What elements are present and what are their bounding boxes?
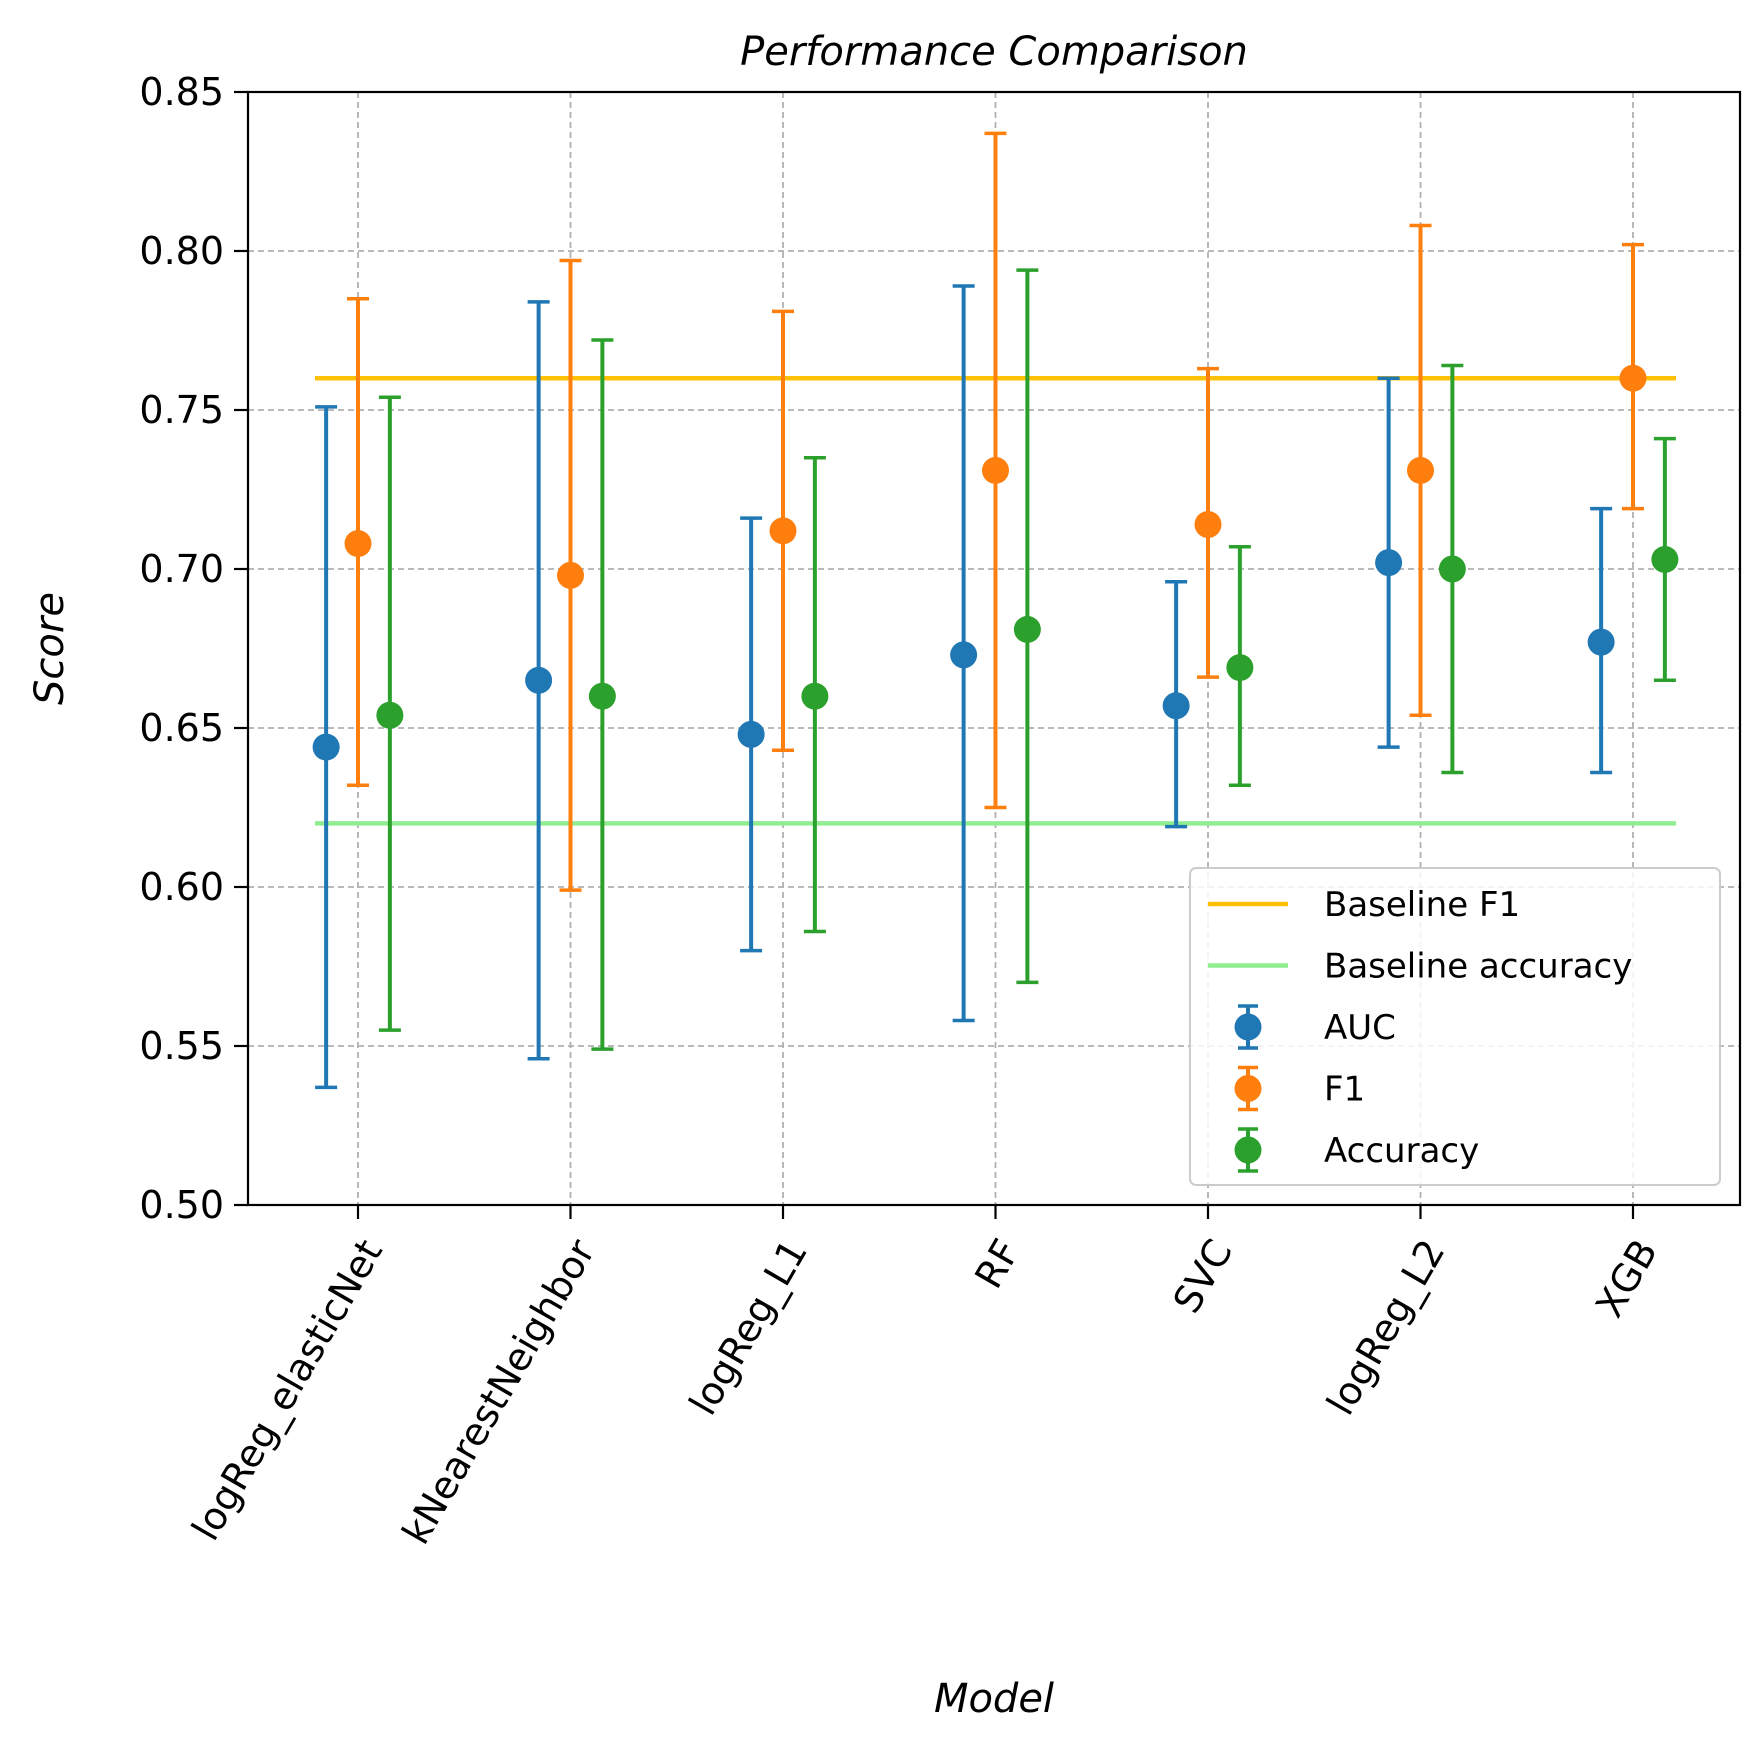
y-tick-label: 0.50 [139, 1183, 224, 1227]
data-series [312, 131, 1679, 1090]
legend-label: Baseline F1 [1324, 885, 1520, 925]
y-tick-label: 0.65 [139, 706, 224, 750]
data-point [1013, 615, 1041, 643]
data-point [1651, 545, 1679, 573]
data-point [1587, 628, 1615, 656]
data-point [1162, 692, 1190, 720]
plot-frame [246, 90, 1742, 1207]
data-point [557, 561, 584, 589]
series-accuracy [376, 268, 1679, 1051]
data-point [376, 701, 404, 729]
y-tick-label: 0.70 [139, 547, 224, 591]
data-point [1375, 549, 1403, 577]
legend-label: Baseline accuracy [1324, 947, 1632, 987]
data-point [1619, 364, 1647, 392]
y-tick-label: 0.85 [139, 70, 224, 114]
data-point [1226, 654, 1254, 682]
legend-label: AUC [1324, 1008, 1396, 1048]
data-point [982, 456, 1009, 484]
data-point [344, 530, 372, 558]
legend-marker [1234, 1075, 1262, 1102]
series-auc [312, 284, 1615, 1090]
x-axis-title: Model [934, 1676, 1054, 1722]
y-tick-label: 0.75 [139, 388, 224, 432]
chart-title: Performance Comparison [740, 29, 1248, 75]
data-point [950, 641, 978, 669]
data-point [312, 733, 340, 761]
y-axis: 0.50 0.55 0.60 0.65 0.70 0.75 0.80 0.85 [139, 70, 248, 1227]
legend-label: F1 [1324, 1070, 1365, 1110]
data-point [1194, 510, 1222, 538]
y-tick-label: 0.80 [139, 229, 224, 273]
legend-box [1189, 867, 1721, 1186]
data-point [801, 682, 829, 710]
legend-marker [1234, 1013, 1262, 1041]
data-point [1407, 456, 1434, 484]
y-axis-title: Score [27, 592, 73, 705]
data-point [525, 666, 553, 694]
y-tick-label: 0.60 [139, 865, 224, 909]
series-f1 [344, 131, 1647, 892]
data-point [769, 517, 797, 545]
data-point [588, 682, 616, 710]
data-point [737, 720, 765, 748]
y-tick-label: 0.55 [139, 1024, 224, 1068]
legend-marker [1234, 1136, 1262, 1164]
data-point [1438, 555, 1466, 583]
legend-label: Accuracy [1324, 1131, 1479, 1171]
legend: Baseline F1 Baseline accuracy AUC F1 Accurac… [1189, 867, 1721, 1186]
